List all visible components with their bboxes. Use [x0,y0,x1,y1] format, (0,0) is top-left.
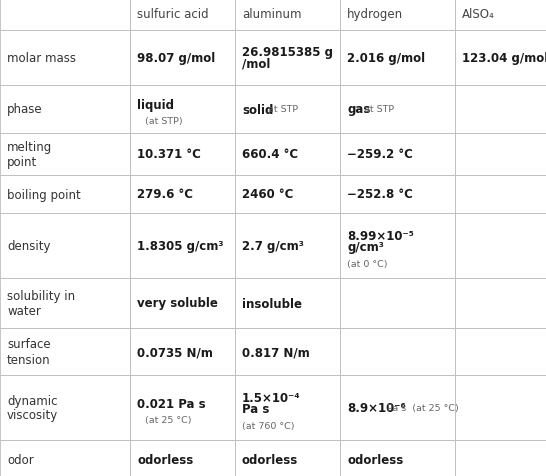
Bar [235,440,340,476]
Bar [455,440,546,476]
Text: molar mass: molar mass [7,52,76,65]
Bar [340,31,455,86]
Bar [130,0,235,31]
Bar [235,375,340,440]
Bar [0,176,130,214]
Bar [0,440,130,476]
Bar [130,214,235,278]
Text: melting
point: melting point [7,141,52,169]
Bar [235,214,340,278]
Bar [235,31,340,86]
Text: 660.4 °C: 660.4 °C [242,148,298,161]
Text: −259.2 °C: −259.2 °C [347,148,413,161]
Bar [0,0,130,31]
Bar [130,31,235,86]
Text: odorless: odorless [137,453,193,466]
Text: phase: phase [7,103,43,116]
Bar [130,278,235,328]
Text: 98.07 g/mol: 98.07 g/mol [137,52,215,65]
Bar [340,328,455,375]
Bar [130,86,235,134]
Bar [235,86,340,134]
Bar [340,0,455,31]
Text: 8.99×10⁻⁵: 8.99×10⁻⁵ [347,229,414,242]
Bar [235,134,340,176]
Text: at STP: at STP [364,105,394,114]
Bar [340,440,455,476]
Text: 1.8305 g/cm³: 1.8305 g/cm³ [137,239,223,252]
Text: odorless: odorless [347,453,403,466]
Text: aluminum: aluminum [242,8,301,21]
Bar [235,0,340,31]
Text: hydrogen: hydrogen [347,8,403,21]
Text: 2.016 g/mol: 2.016 g/mol [347,52,425,65]
Text: −252.8 °C: −252.8 °C [347,188,413,201]
Text: AlSO₄: AlSO₄ [462,8,495,21]
Text: (at STP): (at STP) [145,117,183,126]
Bar [235,278,340,328]
Text: 123.04 g/mol: 123.04 g/mol [462,52,546,65]
Bar [340,176,455,214]
Bar [455,328,546,375]
Bar [455,176,546,214]
Bar [235,176,340,214]
Text: 10.371 °C: 10.371 °C [137,148,201,161]
Text: gas: gas [347,103,370,116]
Text: 0.0735 N/m: 0.0735 N/m [137,345,213,358]
Bar [130,440,235,476]
Bar [455,86,546,134]
Bar [0,134,130,176]
Bar [340,86,455,134]
Text: boiling point: boiling point [7,188,81,201]
Bar [0,375,130,440]
Text: liquid: liquid [137,99,174,112]
Text: at STP: at STP [269,105,299,114]
Bar [340,134,455,176]
Text: very soluble: very soluble [137,297,218,310]
Text: (at 25 °C): (at 25 °C) [145,415,192,424]
Text: g/cm³: g/cm³ [347,241,384,254]
Bar [0,86,130,134]
Text: 0.817 N/m: 0.817 N/m [242,345,310,358]
Bar [130,328,235,375]
Bar [455,278,546,328]
Bar [455,0,546,31]
Text: Pa s: Pa s [242,403,269,416]
Text: solubility in
water: solubility in water [7,289,75,317]
Text: insoluble: insoluble [242,297,302,310]
Bar [455,214,546,278]
Text: (at 760 °C): (at 760 °C) [242,421,294,430]
Text: 2460 °C: 2460 °C [242,188,293,201]
Text: surface
tension: surface tension [7,338,51,366]
Bar [0,278,130,328]
Bar [455,31,546,86]
Bar [455,375,546,440]
Text: density: density [7,239,50,252]
Text: 26.9815385 g: 26.9815385 g [242,46,333,59]
Bar [340,375,455,440]
Bar [130,176,235,214]
Bar [235,328,340,375]
Text: Pa s  (at 25 °C): Pa s (at 25 °C) [388,403,459,412]
Bar [130,375,235,440]
Bar [340,278,455,328]
Text: 0.021 Pa s: 0.021 Pa s [137,397,206,410]
Text: 2.7 g/cm³: 2.7 g/cm³ [242,239,304,252]
Text: (at 0 °C): (at 0 °C) [347,259,388,268]
Bar [130,134,235,176]
Bar [455,134,546,176]
Text: 8.9×10⁻⁶: 8.9×10⁻⁶ [347,401,406,414]
Text: odor: odor [7,453,34,466]
Text: 279.6 °C: 279.6 °C [137,188,193,201]
Text: odorless: odorless [242,453,298,466]
Bar [340,214,455,278]
Bar [0,328,130,375]
Text: solid: solid [242,103,274,116]
Text: /mol: /mol [242,58,270,70]
Text: sulfuric acid: sulfuric acid [137,8,209,21]
Bar [0,214,130,278]
Text: 1.5×10⁻⁴: 1.5×10⁻⁴ [242,391,301,404]
Bar [0,31,130,86]
Text: dynamic
viscosity: dynamic viscosity [7,394,58,422]
